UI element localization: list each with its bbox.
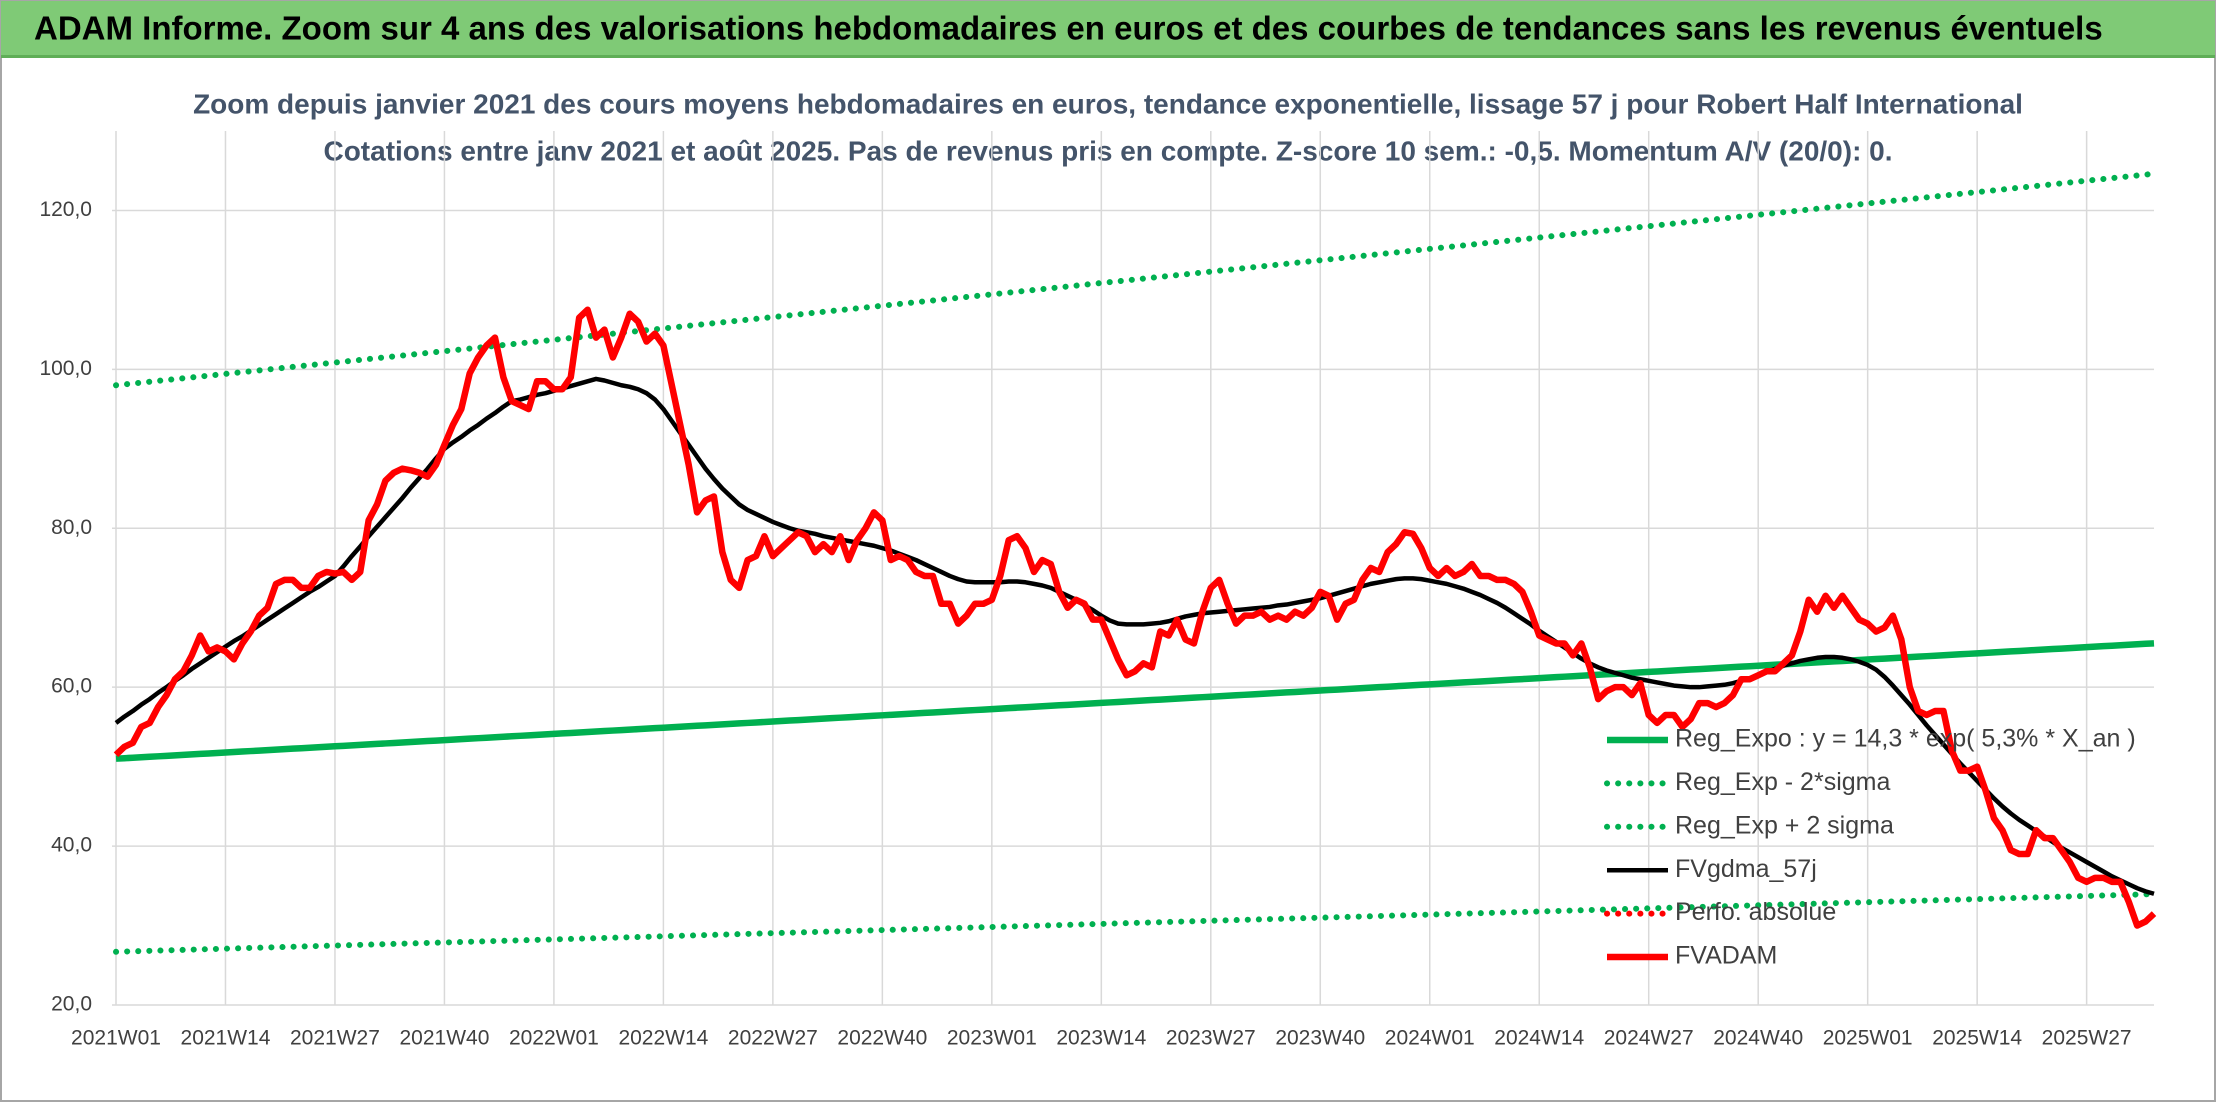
series-line: [113, 306, 2157, 929]
x-tick-label: 2021W27: [290, 1027, 380, 1050]
x-tick-label: 2023W01: [947, 1027, 1037, 1050]
y-tick-label: 20,0: [51, 993, 92, 1016]
x-tick-label: 2023W27: [1166, 1027, 1256, 1050]
x-tick-label: 2024W27: [1604, 1027, 1694, 1050]
x-tick-label: 2023W40: [1275, 1027, 1365, 1050]
series-line: [113, 891, 2157, 955]
x-tick-label: 2022W01: [509, 1027, 599, 1050]
y-tick-label: 60,0: [51, 675, 92, 698]
y-tick-label: 80,0: [51, 516, 92, 539]
legend-label: Perfo. absolue: [1675, 898, 1836, 926]
x-tick-label: 2024W40: [1713, 1027, 1803, 1050]
legend-label: Reg_Exp + 2 sigma: [1675, 811, 1894, 839]
chart-title: Zoom depuis janvier 2021 des cours moyen…: [193, 88, 2023, 119]
legend-label: FVADAM: [1675, 942, 1777, 970]
header-rule: [1, 55, 2215, 58]
y-tick-label: 120,0: [39, 198, 92, 221]
x-tick-label: 2021W01: [71, 1027, 161, 1050]
header-title: ADAM Informe. Zoom sur 4 ans des valoris…: [34, 10, 2103, 47]
x-tick-label: 2025W27: [2042, 1027, 2132, 1050]
x-tick-label: 2021W14: [181, 1027, 271, 1050]
y-tick-label: 40,0: [51, 834, 92, 857]
x-tick-label: 2024W01: [1385, 1027, 1475, 1050]
x-tick-label: 2025W01: [1823, 1027, 1913, 1050]
y-tick-label: 100,0: [39, 357, 92, 380]
legend-label: Reg_Expo : y = 14,3 * exp( 5,3% * X_an ): [1675, 725, 2136, 753]
legend-label: FVgdma_57j: [1675, 855, 1817, 883]
x-tick-label: 2025W14: [1932, 1027, 2022, 1050]
x-tick-label: 2022W40: [837, 1027, 927, 1050]
legend: Reg_Expo : y = 14,3 * exp( 5,3% * X_an )…: [1604, 725, 2136, 970]
chart-subtitle: Cotations entre janv 2021 et août 2025. …: [323, 135, 1892, 166]
header-band: [1, 1, 2215, 57]
series-line: [115, 640, 2155, 762]
x-tick-label: 2022W14: [618, 1027, 708, 1050]
x-tick-label: 2023W14: [1056, 1027, 1146, 1050]
plot-area: 20,0 40,0 60,0 80,0 100,0 120,0 2021W01 2021W14…: [39, 131, 2157, 1050]
legend-label: Reg_Exp - 2*sigma: [1675, 768, 1890, 796]
x-tick-label: 2022W27: [728, 1027, 818, 1050]
x-tick-label: 2024W14: [1494, 1027, 1584, 1050]
series-line: [113, 170, 2157, 389]
x-tick-label: 2021W40: [399, 1027, 489, 1050]
series-line: [114, 376, 2155, 896]
